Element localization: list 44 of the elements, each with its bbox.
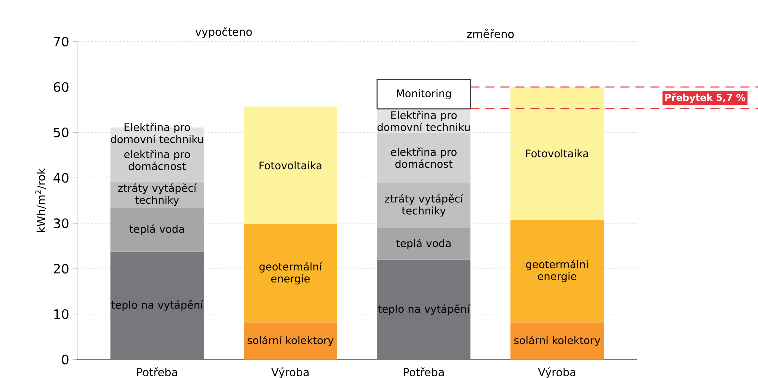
text: teplo na vytápění: [112, 300, 204, 312]
text: změřeno: [467, 29, 514, 38]
bar: [377, 260, 471, 360]
y-axis-title: kWh/m$^{2}$/rok: [36, 168, 46, 232]
text: solární kolektory: [514, 336, 600, 346]
bar: [377, 133, 471, 183]
series-label: teplá voda: [396, 238, 451, 250]
bar: [110, 252, 204, 360]
ref-line-label: Přebytek 5,7 %: [666, 94, 746, 104]
bar: [377, 182, 471, 229]
series-label: elektřina pro domácnost: [124, 150, 190, 170]
y-tick-label: 20: [54, 264, 69, 274]
y-tick-label: 10: [54, 310, 69, 320]
series-label: geotermální energie: [260, 262, 323, 285]
bar: [510, 220, 604, 323]
x-tick-label: Potřeba: [404, 368, 444, 377]
bar: [244, 106, 338, 224]
series-label: Elektřina pro domovní techniku: [111, 122, 204, 144]
series-label: solární kolektory: [248, 336, 334, 346]
y-tick-label: 70: [54, 36, 69, 47]
series-label: teplo na vytápění: [378, 304, 470, 316]
text: teplá voda: [130, 224, 184, 236]
y-tick-label: 30: [54, 218, 69, 228]
series-label: Monitoring: [397, 89, 452, 100]
text: vypočteno: [196, 27, 252, 38]
series-label: Fotovoltaika: [260, 162, 322, 170]
series-label: ztráty vytápěcí techniky: [118, 184, 197, 206]
bar: [510, 322, 604, 360]
text: Elektřina pro domovní techniku: [378, 110, 470, 132]
y-tick-label: 50: [54, 128, 69, 138]
text: Fotovoltaika: [526, 150, 588, 158]
y-tick-label: 40: [54, 173, 69, 184]
text: geotermální energie: [526, 260, 590, 282]
bar: [377, 228, 471, 260]
bar: [244, 224, 338, 323]
x-tick-label: Potřeba: [137, 368, 178, 377]
bar: [376, 79, 472, 110]
text: ztráty vytápěcí techniky: [385, 194, 464, 217]
bar: [244, 322, 338, 360]
y-tick-label: 0: [62, 354, 69, 365]
bar: [110, 208, 204, 252]
bar: [510, 87, 604, 220]
text: elektřina pro domácnost: [391, 148, 457, 168]
y-tick-label: 60: [54, 82, 69, 92]
